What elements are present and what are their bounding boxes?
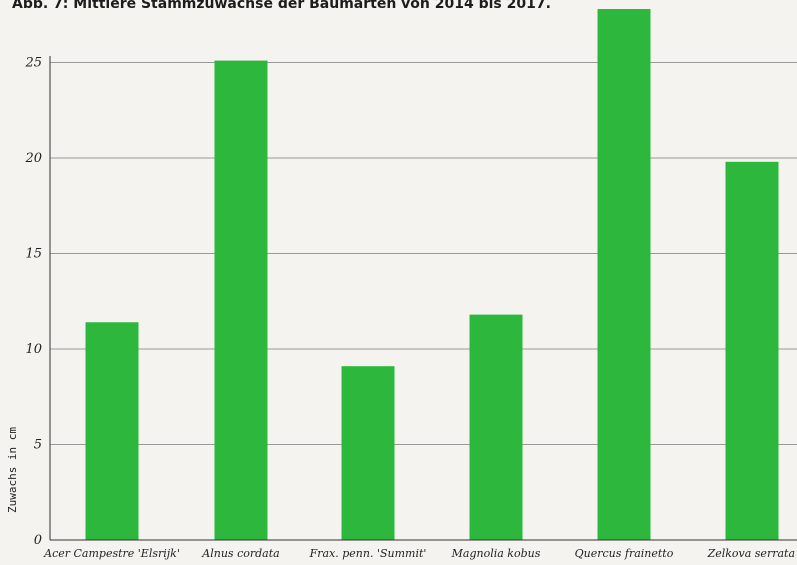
x-category-label: Frax. penn. 'Summit' (309, 547, 427, 560)
bar (469, 314, 523, 540)
bar (85, 322, 139, 540)
y-tick-label: 25 (24, 56, 42, 71)
x-category-label: Quercus frainetto (575, 547, 674, 560)
y-tick-label: 5 (34, 438, 42, 453)
bar (214, 60, 268, 541)
x-category-label: Zelkova serrata (707, 547, 795, 560)
tick-layer: 0 5 10 15 20 25 (24, 56, 42, 549)
x-category-label: Alnus cordata (201, 547, 279, 560)
bar (341, 366, 395, 540)
bar (597, 9, 651, 540)
bar (725, 161, 779, 540)
y-axis-label: Zuwachs in cm (6, 427, 19, 513)
x-category-label: Magnolia kobus (451, 547, 541, 560)
grid-layer (50, 62, 797, 445)
chart-title: Abb. 7: Mittlere Stammzuwächse der Bauma… (12, 0, 551, 12)
y-tick-label: 15 (25, 247, 42, 262)
x-category-label: Acer Campestre 'Elsrijk' (43, 547, 180, 560)
y-tick-label: 20 (24, 151, 42, 166)
y-tick-label: 0 (34, 533, 42, 548)
label-layer: Acer Campestre 'Elsrijk' Alnus cordata Fra… (43, 547, 795, 560)
axis-layer (49, 56, 797, 541)
y-tick-label: 10 (25, 342, 42, 357)
bar-layer (85, 9, 779, 541)
